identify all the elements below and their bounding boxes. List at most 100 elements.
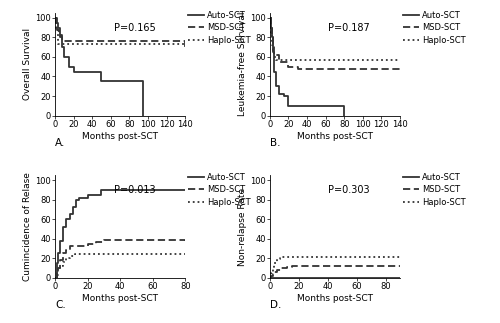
Haplo-SCT [64,256,70,260]
Line: MSD-SCT: MSD-SCT [55,240,185,278]
Text: B.: B. [270,138,280,148]
Auto-SCT [268,26,274,29]
Auto-SCT [276,92,282,96]
Auto-SCT [58,45,64,49]
Haplo-SCT [182,252,188,256]
Auto-SCT [336,104,342,108]
Auto-SCT [98,188,103,192]
Text: P=0.187: P=0.187 [328,23,370,33]
Auto-SCT [268,36,274,39]
Haplo-SCT [84,252,90,256]
Line: Auto-SCT: Auto-SCT [270,18,344,116]
Auto-SCT [76,196,82,200]
MSD-SCT [286,65,292,68]
Y-axis label: Overall Survival: Overall Survival [24,28,32,100]
Haplo-SCT [72,252,78,256]
Haplo-SCT [52,16,58,20]
Auto-SCT [56,251,62,255]
MSD-SCT [274,268,280,272]
Auto-SCT [52,16,58,20]
Auto-SCT [62,55,68,59]
Auto-SCT [66,65,72,68]
MSD-SCT [62,39,68,43]
MSD-SCT [56,266,62,270]
Auto-SCT [70,70,76,74]
Auto-SCT [270,50,276,54]
Auto-SCT [98,79,104,83]
Auto-SCT [267,16,273,20]
Haplo-SCT [274,257,280,261]
Haplo-SCT [272,55,278,59]
Haplo-SCT [57,264,63,268]
MSD-SCT [397,67,403,71]
Text: P=0.165: P=0.165 [114,23,156,33]
MSD-SCT [182,239,188,243]
Line: Auto-SCT: Auto-SCT [55,190,185,278]
Haplo-SCT [268,34,274,37]
MSD-SCT [66,245,72,248]
Haplo-SCT [66,254,72,258]
MSD-SCT [272,53,278,57]
MSD-SCT [268,34,274,37]
Line: MSD-SCT: MSD-SCT [55,18,185,47]
Text: D.: D. [270,300,281,310]
MSD-SCT [70,244,76,247]
MSD-SCT [64,248,70,252]
Y-axis label: Non-relapse Rate: Non-relapse Rate [238,187,247,266]
Auto-SCT [140,114,146,118]
Haplo-SCT [270,266,276,270]
Text: P=0.013: P=0.013 [114,185,155,195]
MSD-SCT [276,60,282,64]
Legend: Auto-SCT, MSD-SCT, Haplo-SCT: Auto-SCT, MSD-SCT, Haplo-SCT [402,11,466,45]
MSD-SCT [271,270,277,274]
Haplo-SCT [270,48,276,52]
Auto-SCT [56,36,62,39]
Auto-SCT [52,276,58,280]
Line: Haplo-SCT: Haplo-SCT [270,257,400,278]
Auto-SCT [73,198,79,202]
Haplo-SCT [53,26,59,29]
Auto-SCT [101,188,107,192]
Line: Haplo-SCT: Haplo-SCT [55,18,185,44]
MSD-SCT [54,271,60,275]
Haplo-SCT [282,255,288,259]
MSD-SCT [53,21,59,25]
Haplo-SCT [268,43,274,47]
MSD-SCT [397,264,403,268]
MSD-SCT [84,242,90,245]
MSD-SCT [267,16,273,20]
Auto-SCT [60,225,66,229]
Auto-SCT [293,104,299,108]
Auto-SCT [136,79,141,83]
Text: P=0.303: P=0.303 [328,185,370,195]
MSD-SCT [294,67,300,71]
Auto-SCT [54,261,60,265]
Y-axis label: Leukemia-free Survival: Leukemia-free Survival [238,12,247,117]
Auto-SCT [274,84,280,88]
Haplo-SCT [267,16,273,20]
MSD-SCT [278,266,284,270]
Auto-SCT [272,70,278,74]
Haplo-SCT [56,268,62,272]
Haplo-SCT [271,261,277,265]
Haplo-SCT [277,255,283,259]
Line: Auto-SCT: Auto-SCT [55,18,144,116]
MSD-SCT [57,258,63,262]
MSD-SCT [54,27,60,31]
Auto-SCT [286,104,292,108]
Haplo-SCT [397,58,403,62]
Haplo-SCT [268,271,274,275]
Auto-SCT [66,212,72,216]
MSD-SCT [92,240,98,244]
X-axis label: Months post-SCT: Months post-SCT [297,131,373,141]
Haplo-SCT [182,42,188,46]
Auto-SCT [341,114,347,118]
Line: MSD-SCT: MSD-SCT [270,266,400,278]
X-axis label: Months post-SCT: Months post-SCT [82,131,158,141]
Haplo-SCT [54,273,60,277]
MSD-SCT [284,265,290,269]
Line: Haplo-SCT: Haplo-SCT [55,254,185,278]
MSD-SCT [52,16,58,20]
MSD-SCT [296,264,302,268]
MSD-SCT [268,274,274,278]
